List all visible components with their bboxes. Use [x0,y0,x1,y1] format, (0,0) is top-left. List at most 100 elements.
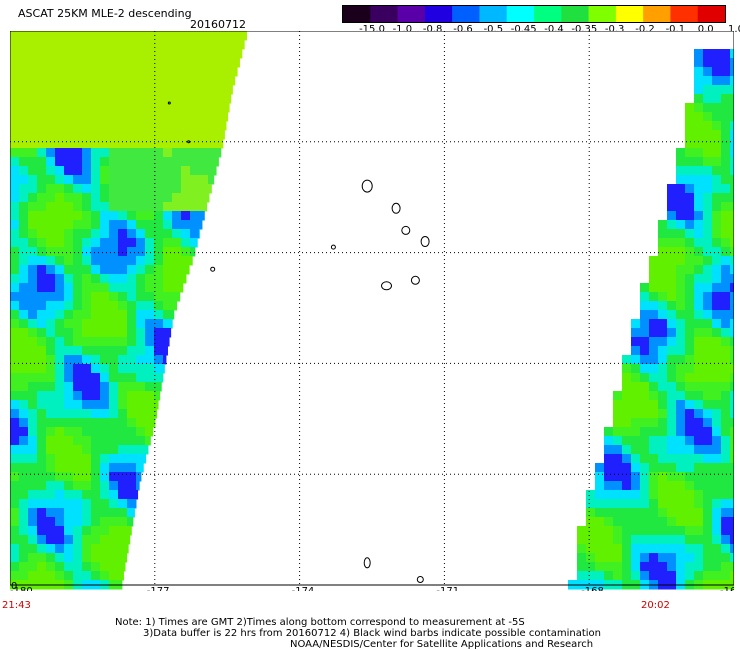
colorbar-label: -0.35 [571,24,598,35]
wind-cell [73,526,83,536]
colorbar-swatch [397,6,426,22]
wind-cell [10,472,20,482]
wind-cell [676,481,686,491]
wind-cell [676,346,686,356]
wind-cell [118,31,128,41]
wind-cell [73,409,83,419]
wind-cell [145,382,155,392]
wind-cell [136,328,146,338]
wind-cell [91,76,101,86]
wind-cell [676,499,686,509]
wind-cell [712,265,722,275]
wind-cell [64,526,74,536]
wind-cell [91,202,101,212]
wind-cell [631,571,641,581]
wind-cell [154,409,158,419]
wind-cell [118,139,128,149]
wind-cell [694,229,704,239]
island-outline [401,225,411,235]
wind-cell [694,499,704,509]
wind-cell [136,292,146,302]
wind-cell [586,499,596,509]
wind-cell [712,310,722,320]
wind-cell [127,76,137,86]
wind-cell [91,31,101,41]
wind-cell [685,166,695,176]
wind-cell [55,418,65,428]
wind-cell [694,157,704,167]
wind-cell [109,121,119,131]
wind-cell [10,49,20,59]
wind-cell [64,67,74,77]
wind-cell [685,427,695,437]
wind-cell [217,157,219,167]
wind-cell [658,328,668,338]
wind-cell [658,310,668,320]
wind-cell [649,490,659,500]
wind-cell [100,112,110,122]
wind-cell [55,121,65,131]
wind-cell [82,427,92,437]
wind-cell [712,391,722,401]
wind-cell [217,148,222,158]
wind-cell [19,481,29,491]
wind-cell [676,283,686,293]
wind-cell [73,76,83,86]
wind-cell [109,229,119,239]
map-frame [10,31,734,586]
wind-cell [181,157,191,167]
island-outline [361,179,373,193]
colorbar-swatch [370,6,399,22]
wind-cell [172,220,182,230]
wind-cell [91,112,101,122]
wind-cell [190,256,193,266]
wind-cell [226,85,233,95]
wind-cell [127,274,137,284]
wind-cell [145,49,155,59]
island-outline [187,140,191,144]
wind-cell [649,499,659,509]
wind-cell [649,418,659,428]
wind-cell [82,202,92,212]
wind-cell [694,202,704,212]
wind-cell [631,346,641,356]
wind-cell [46,355,56,365]
wind-cell [163,40,173,50]
wind-cell [172,49,182,59]
wind-cell [685,175,695,185]
wind-cell [613,427,623,437]
wind-cell [649,409,659,419]
wind-cell [721,238,731,248]
wind-cell [595,472,605,482]
wind-cell [91,355,101,365]
wind-cell [604,436,614,446]
wind-cell [118,148,128,158]
wind-cell [109,301,119,311]
wind-cell [676,274,686,284]
wind-cell [136,148,146,158]
wind-cell [28,355,38,365]
wind-cell [73,562,83,572]
wind-cell [712,364,722,374]
wind-cell [46,220,56,230]
wind-cell [28,274,38,284]
wind-cell [190,238,198,248]
wind-cell [622,391,632,401]
wind-cell [127,103,137,113]
colorbar-swatch [588,6,617,22]
wind-cell [712,85,722,95]
wind-cell [712,571,722,581]
wind-cell [730,544,734,554]
wind-cell [721,445,731,455]
wind-cell [19,463,29,473]
wind-cell [145,40,155,50]
wind-cell [73,490,83,500]
wind-cell [658,418,668,428]
wind-cell [10,274,20,284]
wind-cell [136,301,146,311]
wind-cell [118,337,128,347]
wind-cell [73,85,83,95]
wind-cell [82,256,92,266]
wind-cell [172,67,182,77]
scatterometer-map[interactable]: -180-177-174-171-168-1650-2-4-6-8-10 [10,31,734,591]
